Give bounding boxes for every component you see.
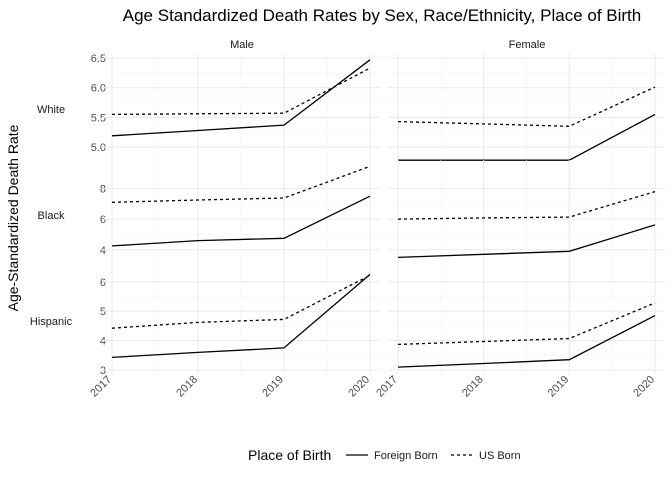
y-tick-label-black-1: 6 bbox=[100, 214, 106, 226]
x-tick-label-female-2017: 2017 bbox=[374, 374, 400, 400]
legend-title: Place of Birth bbox=[248, 447, 331, 463]
y-tick-label-hispanic-1: 4 bbox=[100, 336, 106, 348]
y-tick-label-black-0: 4 bbox=[100, 245, 106, 257]
y-tick-label-white-2: 6.0 bbox=[91, 83, 106, 95]
series-line-us-born-white-female bbox=[397, 86, 656, 127]
x-tick-label-male-2018: 2018 bbox=[174, 374, 200, 400]
y-tick-label-white-0: 5.0 bbox=[91, 142, 106, 154]
x-tick-label-female-2020: 2020 bbox=[631, 374, 657, 400]
x-tick-label-male-2017: 2017 bbox=[88, 374, 114, 400]
series-line-foreign-born-black-female bbox=[397, 224, 656, 259]
row-label-black: Black bbox=[38, 210, 65, 222]
legend-label-us-born: US Born bbox=[479, 450, 521, 462]
x-tick-label-male-2020: 2020 bbox=[346, 374, 372, 400]
series-line-us-born-hispanic-male bbox=[111, 274, 371, 329]
y-tick-label-white-1: 5.5 bbox=[91, 112, 106, 124]
series-line-us-born-black-female bbox=[397, 190, 656, 220]
series-line-us-born-black-male bbox=[111, 165, 371, 203]
series-line-foreign-born-black-male bbox=[111, 195, 371, 247]
row-label-hispanic: Hispanic bbox=[30, 316, 73, 328]
series-line-foreign-born-hispanic-male bbox=[111, 273, 371, 359]
series-line-us-born-hispanic-female bbox=[397, 302, 656, 346]
legend-label-foreign-born: Foreign Born bbox=[374, 450, 438, 462]
series-line-foreign-born-hispanic-female bbox=[397, 315, 656, 368]
panel-black-male bbox=[102, 160, 380, 266]
y-tick-label-hispanic-3: 6 bbox=[100, 277, 106, 289]
legend: Place of Birth Foreign Born US Born bbox=[248, 447, 521, 463]
panel-black-female bbox=[388, 160, 665, 266]
panel-white-female bbox=[388, 54, 665, 161]
y-tick-label-white-3: 6.5 bbox=[91, 53, 106, 65]
x-tick-label-female-2019: 2019 bbox=[546, 374, 572, 400]
panel-white-male bbox=[102, 54, 380, 160]
y-axis-title: Age-Standardized Death Rate bbox=[5, 124, 21, 311]
series-line-foreign-born-white-male bbox=[111, 59, 371, 137]
y-tick-label-black-2: 8 bbox=[100, 184, 106, 196]
strip-label-female: Female bbox=[509, 39, 546, 51]
series-line-us-born-white-male bbox=[111, 67, 371, 116]
x-tick-label-female-2018: 2018 bbox=[460, 374, 486, 400]
x-tick-label-male-2019: 2019 bbox=[260, 374, 286, 400]
chart-title: Age Standardized Death Rates by Sex, Rac… bbox=[123, 6, 641, 25]
strip-label-male: Male bbox=[230, 39, 254, 51]
panel-hispanic-female bbox=[388, 266, 665, 374]
y-tick-label-hispanic-0: 3 bbox=[100, 365, 106, 377]
panel-hispanic-male bbox=[102, 266, 380, 374]
row-label-white: White bbox=[37, 104, 65, 116]
y-tick-label-hispanic-2: 5 bbox=[100, 306, 106, 318]
